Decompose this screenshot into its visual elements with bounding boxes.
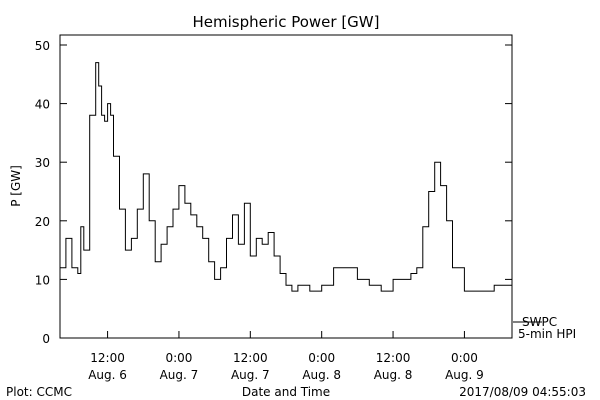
x-axis-ticks: 12:00 Aug. 6 0:00 Aug. 7 12:00 Aug. 7 0:00 Aug.… <box>88 331 484 382</box>
x-tick-label-time: 12:00 <box>233 351 268 365</box>
x-tick-label-time: 0:00 <box>451 351 478 365</box>
hpi-series-line <box>60 62 512 292</box>
y-tick-label: 50 <box>35 39 50 53</box>
x-tick-label-date: Aug. 7 <box>231 368 270 382</box>
footer-plot-credit: Plot: CCMC <box>6 385 72 399</box>
y-axis-label: P [GW] <box>9 165 23 207</box>
x-tick-label-date: Aug. 7 <box>160 368 199 382</box>
x-tick-label-time: 12:00 <box>376 351 411 365</box>
y-tick-label: 30 <box>35 156 50 170</box>
x-tick-label-time: 0:00 <box>308 351 335 365</box>
y-tick-label: 40 <box>35 98 50 112</box>
x-axis-label: Date and Time <box>242 385 330 399</box>
legend-label-line1: SWPC <box>522 315 557 329</box>
legend: SWPC 5-min HPI <box>513 315 576 341</box>
legend-label-line2: 5-min HPI <box>518 327 576 341</box>
x-tick-label-time: 0:00 <box>165 351 192 365</box>
plot-frame <box>59 34 513 339</box>
footer-timestamp: 2017/08/09 04:55:03 <box>459 385 586 399</box>
y-tick-label: 10 <box>35 273 50 287</box>
y-axis-ticks: 0 10 20 30 40 50 <box>35 39 512 346</box>
x-tick-label-date: Aug. 9 <box>445 368 484 382</box>
chart-title: Hemispheric Power [GW] <box>193 13 380 31</box>
x-tick-label-date: Aug. 8 <box>302 368 341 382</box>
y-tick-label: 20 <box>35 215 50 229</box>
x-tick-label-date: Aug. 6 <box>88 368 127 382</box>
x-tick-label-time: 12:00 <box>90 351 125 365</box>
x-tick-label-date: Aug. 8 <box>374 368 413 382</box>
y-tick-label: 0 <box>42 332 50 346</box>
